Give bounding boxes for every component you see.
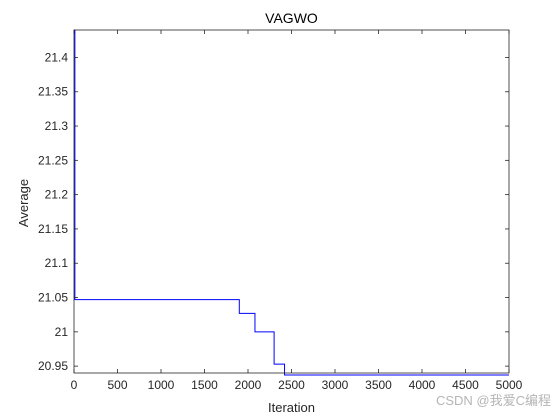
y-ticks: 20.95 21 21.05 21.1 21.15 21.2 21.25 21.3 21.35 2… (38, 50, 509, 373)
x-axis-title: Iteration (268, 400, 315, 415)
x-ticks: 0 500 1000 1500 2000 2500 3000 3500 4000 4500 5000 (71, 30, 523, 392)
y-tick-label: 21 (55, 325, 69, 339)
x-tick-label: 4000 (409, 378, 436, 392)
x-tick-label: 2500 (278, 378, 305, 392)
chart-title: VAGWO (265, 10, 318, 26)
y-tick-label: 21.2 (45, 188, 69, 202)
y-tick-label: 21.4 (45, 50, 69, 64)
watermark: CSDN @我爱C编程 (436, 393, 551, 408)
y-tick-label: 21.25 (38, 153, 68, 167)
y-tick-label: 21.05 (38, 291, 68, 305)
plot-area (74, 30, 509, 373)
y-tick-label: 20.95 (38, 359, 68, 373)
x-tick-label: 3000 (322, 378, 349, 392)
y-tick-label: 21.15 (38, 222, 68, 236)
x-tick-label: 2000 (235, 378, 262, 392)
y-tick-label: 21.35 (38, 85, 68, 99)
series-layer (74, 29, 509, 376)
y-tick-label: 21.3 (45, 119, 69, 133)
x-tick-label: 5000 (496, 378, 523, 392)
y-axis-title: Average (16, 179, 31, 227)
x-tick-label: 500 (107, 378, 127, 392)
x-tick-label: 0 (71, 378, 78, 392)
x-tick-label: 3500 (365, 378, 392, 392)
series-line-0 (74, 29, 509, 376)
y-tick-label: 21.1 (45, 256, 69, 270)
x-tick-label: 1000 (148, 378, 175, 392)
x-tick-label: 4500 (452, 378, 479, 392)
x-tick-label: 1500 (191, 378, 218, 392)
